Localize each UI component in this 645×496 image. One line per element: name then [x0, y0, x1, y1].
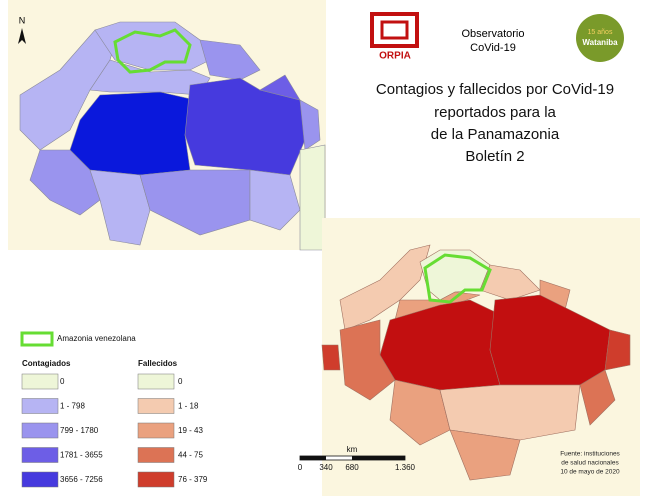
- title: Contagios y fallecidos por CoVid-19: [376, 81, 614, 98]
- legend-swatch: [137, 422, 175, 439]
- logo-text: ORPIA: [379, 51, 411, 62]
- scale-unit: km: [347, 445, 358, 454]
- region: [299, 99, 321, 151]
- title: Boletín 2: [465, 148, 524, 165]
- venezuela-outline: [113, 28, 192, 74]
- legend-swatch: [21, 447, 59, 463]
- region: [249, 169, 301, 231]
- scale-tick: 0: [298, 463, 303, 472]
- scale-bar-segment: [352, 456, 405, 460]
- legend-label: Amazonia venezolana: [57, 334, 136, 343]
- legend-label: 0: [60, 377, 65, 386]
- observatory: CoVid-19: [470, 42, 516, 54]
- legend-swatch: [137, 447, 175, 463]
- logo-orpia: ORPIA: [370, 12, 419, 62]
- legend-label: 0: [178, 377, 183, 386]
- source: Fuente: instituciones: [560, 451, 620, 458]
- legend-swatch: [137, 373, 175, 390]
- arrow: [18, 28, 26, 44]
- logo-wataniba: 15 años Wataniba: [576, 14, 624, 62]
- venezuela-outline: [423, 253, 492, 304]
- scale-bar-segment: [300, 456, 326, 460]
- scale-bar: km 0 340 680 1.360: [298, 445, 416, 472]
- legend-label: 3656 - 7256: [60, 475, 103, 484]
- legend-swatch: [21, 422, 59, 439]
- scale-tick: 340: [319, 463, 333, 472]
- legend-outline-swatch: [20, 331, 54, 347]
- legend-title: Contagiados: [22, 359, 71, 368]
- region: [199, 39, 261, 81]
- legend-label: 1781 - 3655: [60, 451, 103, 460]
- north-arrow: N: [18, 15, 26, 44]
- legend-swatch: [137, 398, 175, 414]
- legend-label: 799 - 1780: [60, 426, 99, 435]
- region: [479, 264, 541, 301]
- logo-text: Wataniba: [582, 38, 618, 47]
- title: de la Panamazonia: [431, 126, 560, 143]
- logo-mark: [576, 14, 624, 62]
- region: [29, 149, 101, 216]
- logo-mark: [380, 20, 409, 40]
- map-fallecidos: [321, 218, 640, 496]
- region: [299, 144, 326, 251]
- logo-mark: [370, 12, 419, 48]
- region: [579, 369, 616, 426]
- region: [449, 429, 521, 481]
- logo-text: 15 años: [588, 29, 613, 36]
- scale-tick: 680: [345, 463, 359, 472]
- legend-label: 19 - 43: [178, 426, 203, 435]
- observatory: Observatorio: [462, 28, 525, 40]
- legend-label: 76 - 379: [178, 475, 208, 484]
- legend-swatch: [137, 471, 175, 488]
- legend-label: 1 - 18: [178, 402, 199, 411]
- legend-label: 1 - 798: [60, 402, 85, 411]
- region: [259, 74, 301, 101]
- legend-swatch: [21, 471, 59, 488]
- legend-swatch: [21, 373, 59, 390]
- legend-swatch: [21, 398, 59, 414]
- map-contagiados: [8, 0, 326, 251]
- legend-label: 44 - 75: [178, 451, 203, 460]
- region: [184, 77, 306, 176]
- legend-title: Fallecidos: [138, 359, 178, 368]
- scale-tick: 1.360: [395, 463, 416, 472]
- region: [604, 329, 631, 371]
- source: 10 de mayo de 2020: [560, 469, 620, 476]
- source: de salud nacionales: [561, 460, 619, 467]
- north-label: N: [19, 15, 26, 25]
- region: [321, 344, 341, 371]
- title: reportados para la: [434, 104, 556, 121]
- region: [389, 379, 451, 446]
- legend: Amazonia venezolana Contagiados Fallecid…: [20, 331, 208, 488]
